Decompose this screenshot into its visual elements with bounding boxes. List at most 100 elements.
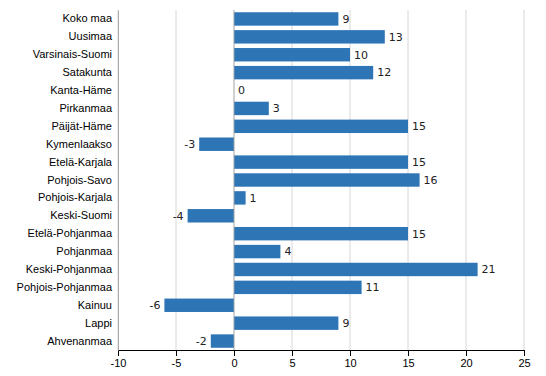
y-tick: Kymenlaakso (46, 138, 118, 150)
x-tick-label: 15 (402, 357, 414, 369)
data-label: 11 (366, 281, 380, 294)
bar (234, 66, 373, 79)
x-axis-line (119, 351, 525, 357)
plot: -10-50510152025AhvenanmaaLappiKainuuPohj… (17, 10, 531, 369)
x-tick-label: -5 (172, 357, 182, 369)
zero-line (234, 10, 235, 350)
data-label: 21 (482, 263, 496, 276)
y-tick-label: Pohjanmaa (56, 245, 113, 257)
bar (234, 155, 408, 168)
y-tick-label: Pohjois-Savo (47, 174, 112, 186)
y-tick: Pohjois-Karjala (38, 191, 118, 203)
x-tick-mark (176, 350, 177, 356)
y-tick-label: Pohjois-Pohjanmaa (17, 281, 113, 293)
x-tick-label: 25 (518, 357, 530, 369)
bar (234, 173, 420, 186)
bar (234, 316, 338, 329)
y-tick: Satakunta (62, 66, 118, 78)
data-labels: -29-61121415-411615-315301210139 (149, 13, 495, 348)
bar (234, 263, 478, 276)
y-tick-label: Keski-Suomi (50, 209, 112, 221)
y-tick-label: Varsinais-Suomi (33, 48, 112, 60)
bar (234, 12, 338, 25)
data-label: 0 (238, 84, 245, 97)
bar (234, 48, 350, 61)
y-tick: Uusimaa (69, 30, 118, 42)
y-tick-label: Koko maa (62, 12, 112, 24)
data-label: 15 (412, 156, 426, 169)
x-tick: 25 (518, 350, 530, 369)
y-tick-label: Satakunta (62, 66, 112, 78)
y-tick: Varsinais-Suomi (33, 48, 118, 60)
grid-line (234, 10, 235, 350)
bar (199, 138, 234, 151)
bar (211, 334, 234, 347)
x-tick: 20 (460, 350, 472, 369)
y-tick: Etelä-Karjala (49, 156, 118, 168)
bar (164, 299, 234, 312)
y-tick-label: Pirkanmaa (59, 102, 112, 114)
y-tick: Keski-Pohjanmaa (26, 263, 118, 275)
y-tick-label: Keski-Pohjanmaa (26, 263, 113, 275)
x-tick-mark (524, 350, 525, 356)
background (0, 0, 546, 376)
x-tick-label: 20 (460, 357, 472, 369)
data-label: 13 (389, 31, 403, 44)
bar (234, 245, 280, 258)
y-tick-label: Etelä-Karjala (49, 156, 113, 168)
y-tick-label: Ahvenanmaa (47, 335, 113, 347)
y-tick-label: Kanta-Häme (50, 84, 112, 96)
x-tick-mark (118, 350, 119, 356)
data-label: 4 (284, 245, 291, 258)
grid-line (524, 10, 525, 350)
data-label: 15 (412, 120, 426, 133)
data-label: 3 (273, 102, 280, 115)
x-tick: 15 (402, 350, 414, 369)
x-tick-label: 5 (289, 357, 295, 369)
grid (118, 10, 524, 350)
y-tick-label: Etelä-Pohjanmaa (28, 227, 113, 239)
data-label: 15 (412, 228, 426, 241)
bars (164, 12, 477, 348)
y-tick: Pohjois-Savo (47, 174, 118, 186)
y-tick: Päijät-Häme (51, 120, 118, 132)
data-label: 16 (424, 174, 438, 187)
y-tick: Kainuu (78, 299, 118, 311)
x-axis: -10 -5 0 5 10 15 20 25 (111, 350, 531, 369)
data-label: -6 (149, 299, 160, 312)
x-tick: -5 (172, 350, 182, 369)
y-tick: Pohjanmaa (56, 245, 118, 257)
y-tick: Koko maa (62, 12, 118, 24)
x-tick: 0 (231, 350, 237, 369)
x-tick-label: -10 (111, 357, 127, 369)
data-label: -4 (173, 210, 184, 223)
x-tick-mark (350, 350, 351, 356)
data-label: 9 (342, 13, 349, 26)
y-tick: Keski-Suomi (50, 209, 118, 221)
y-tick-label: Lappi (85, 317, 112, 329)
chart: -10-50510152025AhvenanmaaLappiKainuuPohj… (0, 0, 546, 376)
data-label: 9 (342, 317, 349, 330)
y-tick-label: Päijät-Häme (51, 120, 112, 132)
y-tick: Pirkanmaa (59, 102, 118, 114)
y-tick: Etelä-Pohjanmaa (28, 227, 118, 239)
data-label: 1 (250, 192, 257, 205)
grid-line (466, 10, 467, 350)
y-tick-label: Uusimaa (69, 30, 113, 42)
x-tick-mark (234, 350, 235, 356)
bar (234, 102, 269, 115)
bar (234, 191, 246, 204)
bar (234, 281, 362, 294)
data-label: 10 (354, 49, 368, 62)
y-tick: Ahvenanmaa (47, 335, 118, 347)
x-tick-label: 0 (231, 357, 237, 369)
data-label: 12 (377, 66, 391, 79)
x-tick-mark (292, 350, 293, 356)
x-tick-mark (466, 350, 467, 356)
grid-line (118, 10, 119, 350)
y-tick: Lappi (85, 317, 118, 329)
x-tick-label: 10 (344, 357, 356, 369)
y-tick-label: Pohjois-Karjala (38, 191, 113, 203)
y-tick-label: Kainuu (78, 299, 112, 311)
x-tick: -10 (111, 350, 127, 369)
